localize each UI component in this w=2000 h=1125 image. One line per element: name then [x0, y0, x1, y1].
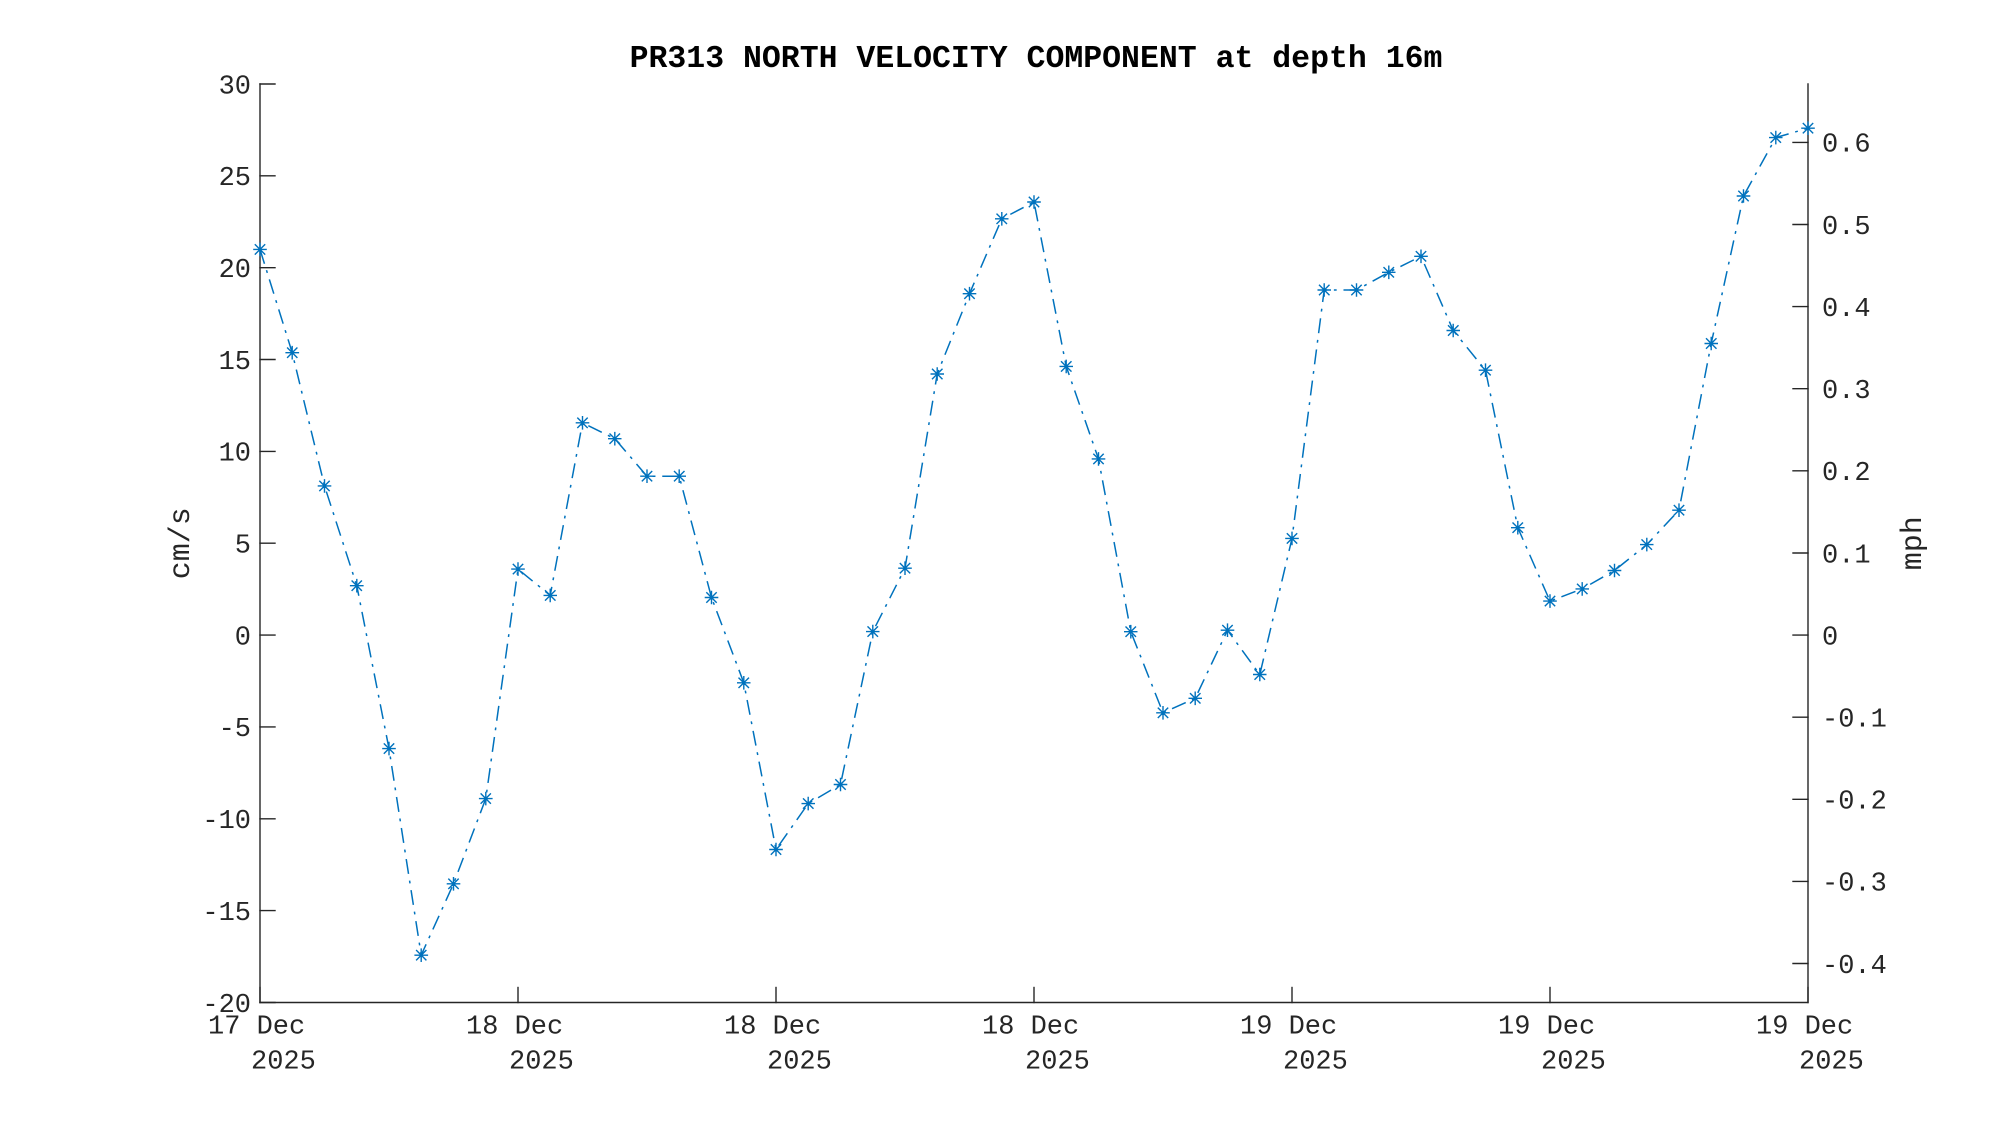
svg-text:0.6: 0.6	[1822, 131, 1871, 161]
svg-text:0.3: 0.3	[1822, 377, 1871, 407]
svg-text:PR313 NORTH VELOCITY COMPONENT: PR313 NORTH VELOCITY COMPONENT at depth …	[630, 42, 1443, 77]
svg-text:19 Dec: 19 Dec	[1240, 1013, 1337, 1043]
svg-text:25: 25	[219, 164, 251, 194]
svg-text:15: 15	[219, 348, 251, 378]
svg-text:2025: 2025	[767, 1048, 832, 1078]
svg-text:0: 0	[235, 623, 251, 653]
svg-text:0.4: 0.4	[1822, 295, 1871, 325]
svg-text:20: 20	[219, 256, 251, 286]
svg-text:cm/s: cm/s	[165, 507, 199, 579]
svg-text:-0.2: -0.2	[1822, 788, 1887, 818]
svg-text:0.5: 0.5	[1822, 213, 1871, 243]
svg-text:0: 0	[1822, 623, 1838, 653]
svg-text:30: 30	[219, 72, 251, 102]
svg-text:17 Dec: 17 Dec	[208, 1013, 305, 1043]
svg-text:-20: -20	[202, 991, 251, 1021]
svg-text:-0.1: -0.1	[1822, 706, 1887, 736]
svg-text:2025: 2025	[251, 1048, 316, 1078]
svg-text:2025: 2025	[509, 1048, 574, 1078]
svg-text:10: 10	[219, 440, 251, 470]
svg-text:19 Dec: 19 Dec	[1498, 1013, 1595, 1043]
svg-text:-0.3: -0.3	[1822, 870, 1887, 900]
svg-text:mph: mph	[1897, 516, 1931, 570]
svg-text:2025: 2025	[1799, 1048, 1864, 1078]
svg-text:0.2: 0.2	[1822, 459, 1871, 489]
svg-text:-15: -15	[202, 899, 251, 929]
svg-text:18 Dec: 18 Dec	[982, 1013, 1079, 1043]
svg-text:2025: 2025	[1541, 1048, 1606, 1078]
svg-text:-0.4: -0.4	[1822, 952, 1887, 982]
svg-text:2025: 2025	[1025, 1048, 1090, 1078]
svg-text:19 Dec: 19 Dec	[1756, 1013, 1853, 1043]
svg-text:18 Dec: 18 Dec	[466, 1013, 563, 1043]
svg-text:2025: 2025	[1283, 1048, 1348, 1078]
svg-text:-5: -5	[219, 715, 251, 745]
svg-text:18 Dec: 18 Dec	[724, 1013, 821, 1043]
svg-text:0.1: 0.1	[1822, 541, 1871, 571]
svg-text:-10: -10	[202, 807, 251, 837]
svg-text:5: 5	[235, 532, 251, 562]
